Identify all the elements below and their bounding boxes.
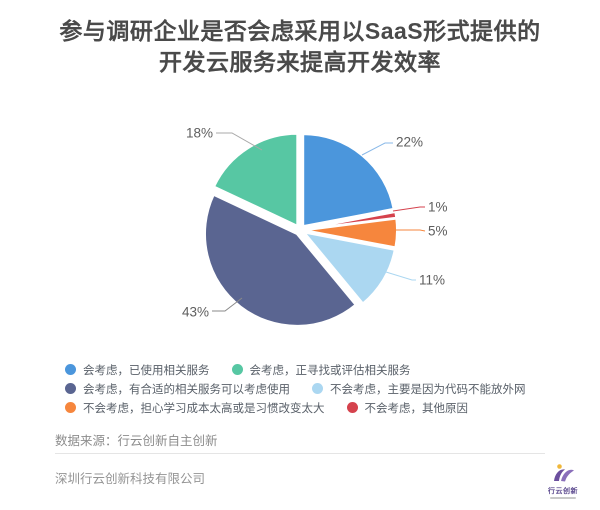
logo-bird-icon [554,464,574,482]
legend-swatch-icon [65,364,76,375]
pie-percto-label: 22% [396,135,423,150]
pie-percto-label: 1% [428,200,448,215]
legend-swatch-icon [65,383,76,394]
legend-label: 会考虑，已使用相关服务 [83,364,210,377]
pie-slice-22% [302,133,395,228]
pie-slice-11% [303,231,396,305]
pie-label-line [216,132,263,151]
chart-legend: 会考虑，已使用相关服务 会考虑，正寻找或评估相关服务 会考虑，有合适的相关服务可… [65,362,526,416]
company-logo: 行云创新 [545,463,581,501]
legend-label: 不会考虑，其他原因 [364,402,469,415]
data-source-text: 数据来源：行云创新自主创新 [55,434,218,448]
logo-subtext-placeholder [550,497,576,499]
pie-percto-label: 11% [419,273,445,288]
logo-text: 行云创新 [548,488,578,495]
pie-label-line [212,297,243,312]
pie-label-line [394,229,426,232]
legend-row: 会考虑，已使用相关服务 会考虑，正寻找或评估相关服务 [65,362,526,378]
legend-swatch-icon [312,383,323,394]
pie-slice-5% [304,217,398,249]
legend-label: 不会考虑，主要是因为代码不能放外网 [330,383,526,396]
legend-row: 不会考虑，担心学习成本太高或是习惯改变太大 不会考虑，其他原因 [65,400,526,416]
pie-percto-label: 43% [182,305,209,320]
pie-label-line [361,142,393,156]
chart-title-line2: 开发云服务来提高开发效率 [159,49,441,75]
legend-swatch-icon [231,364,243,375]
legend-item: 会考虑，有合适的相关服务可以考虑使用 [65,381,290,397]
chart-title: 参与调研企业是否会虑采用以SaaS形式提供的 开发云服务来提高开发效率 [0,16,600,78]
pie-label-line [385,271,416,281]
legend-swatch-icon [346,402,358,413]
chart-title-line1: 参与调研企业是否会虑采用以SaaS形式提供的 [59,18,541,44]
footer-divider [55,453,545,454]
pie-slice-18% [213,132,299,227]
pie-label-line [392,206,425,212]
legend-item: 不会考虑，担心学习成本太高或是习惯改变太大 [65,400,325,416]
pie-percto-label: 5% [428,224,448,239]
legend-label: 会考虑，正寻找或评估相关服务 [249,364,411,377]
legend-label: 不会考虑，担心学习成本太高或是习惯改变太大 [83,402,325,415]
legend-label: 会考虑，有合适的相关服务可以考虑使用 [83,383,290,396]
legend-item: 不会考虑，其他原因 [346,400,469,416]
pie-percto-label: 18% [186,126,213,141]
legend-item: 会考虑，已使用相关服务 [65,362,210,378]
legend-item: 会考虑，正寻找或评估相关服务 [231,362,411,378]
company-name-text: 深圳行云创新科技有限公司 [55,472,206,486]
legend-swatch-icon [65,402,76,413]
pie-slice-43% [203,193,357,327]
legend-row: 会考虑，有合适的相关服务可以考虑使用 不会考虑，主要是因为代码不能放外网 [65,381,526,397]
legend-item: 不会考虑，主要是因为代码不能放外网 [312,381,526,397]
